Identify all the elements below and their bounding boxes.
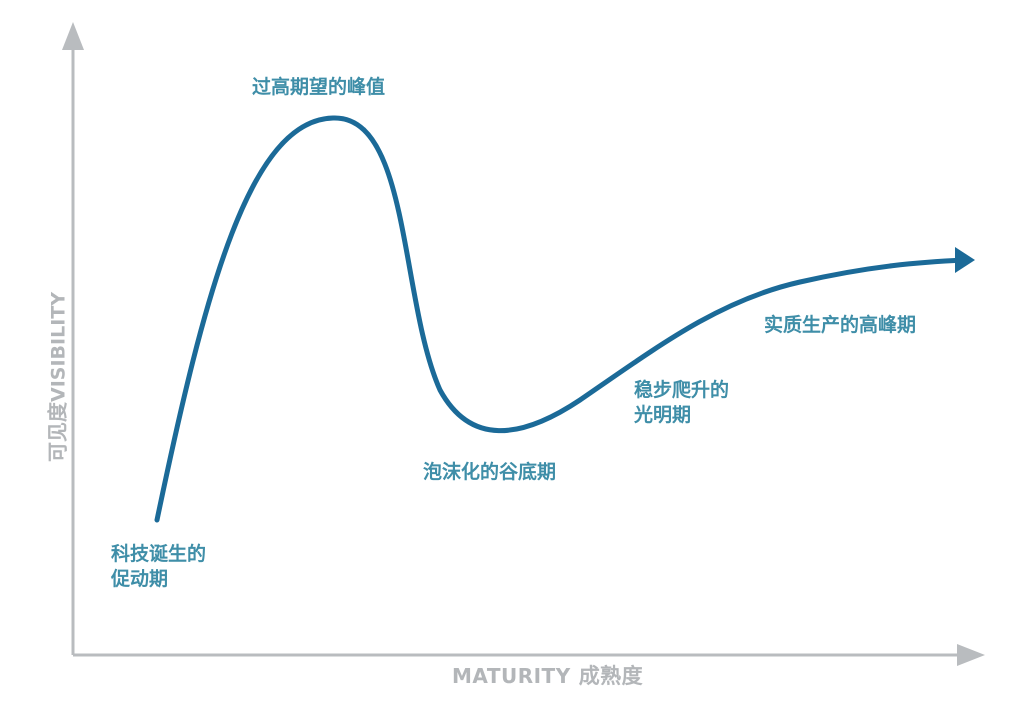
y-axis-title-en: VISIBILITY (47, 292, 70, 402)
x-axis-title-en: MATURITY (452, 664, 571, 688)
phase-label-line: 过高期望的峰值 (252, 76, 386, 98)
curve-arrow-icon (955, 247, 975, 273)
phase-label-plateau-of-productivity: 实质生产的高峰期 (764, 313, 916, 338)
phase-label-trough-of-disillusionment: 泡沫化的谷底期 (423, 460, 556, 485)
x-axis-title: MATURITY 成熟度 (452, 660, 643, 690)
phase-label-line: 实质生产的高峰期 (764, 314, 917, 336)
phase-label-line: 促动期 (111, 568, 169, 590)
phase-label-peak-of-inflated-expectations: 过高期望的峰值 (252, 75, 385, 100)
phase-label-line: 泡沫化的谷底期 (423, 461, 557, 483)
y-axis-title-cn: 可见度 (45, 401, 70, 462)
x-axis-title-cn: 成熟度 (578, 664, 644, 688)
phase-label-line: 科技诞生的 (111, 543, 207, 565)
phase-label-technology-trigger: 科技诞生的 促动期 (111, 542, 206, 592)
phase-label-slope-of-enlightenment: 稳步爬升的 光明期 (634, 378, 729, 428)
y-axis-title: 可见度VISIBILITY (42, 292, 71, 468)
y-axis-arrow-icon (62, 22, 84, 50)
hype-curve (154, 115, 968, 523)
phase-label-line: 光明期 (634, 404, 692, 426)
x-axis-arrow-icon (957, 644, 985, 666)
phase-label-line: 稳步爬升的 (634, 379, 730, 401)
